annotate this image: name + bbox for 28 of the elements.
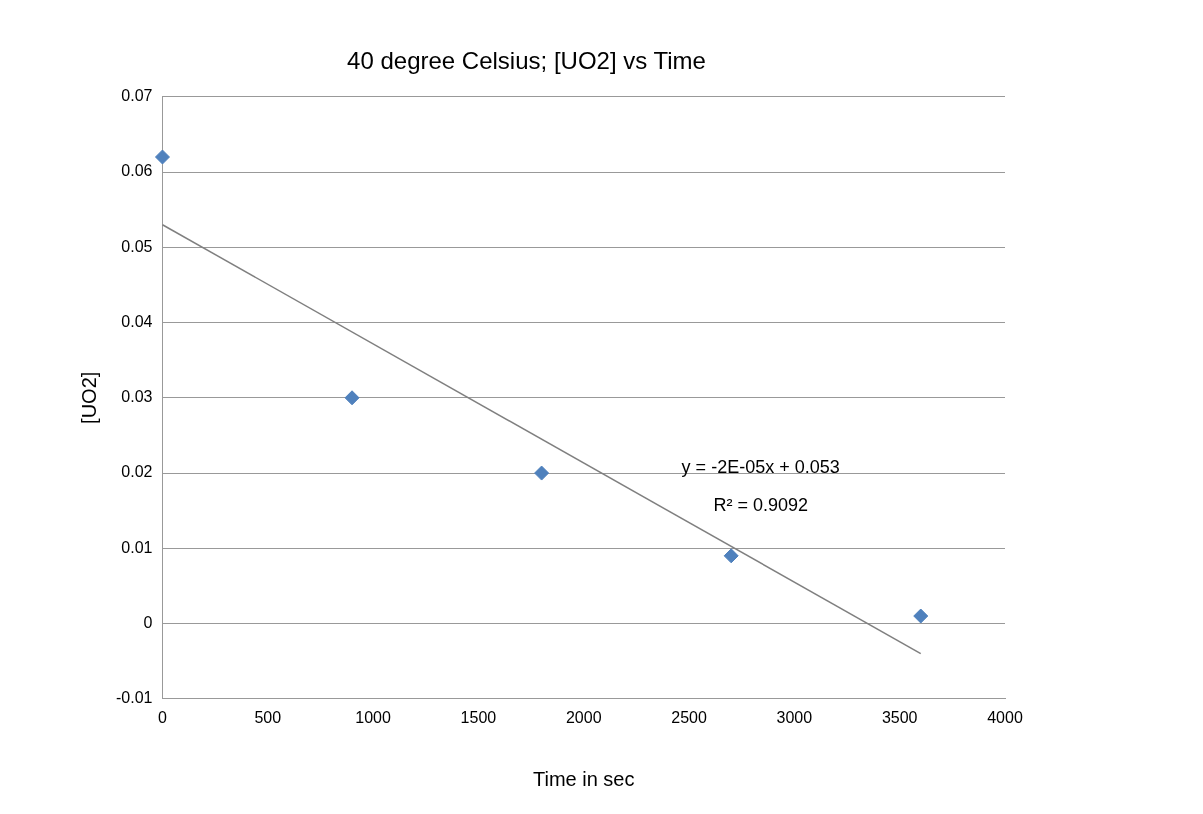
point — [344, 390, 360, 406]
annotation: R² = 0.9092 — [713, 495, 808, 516]
y-axis-title: [UO2] — [77, 371, 100, 424]
y-tick-label: 0.02 — [121, 463, 153, 481]
y-tick-label: 0.05 — [121, 237, 153, 255]
y-tick-label: 0.06 — [121, 162, 153, 180]
y-tick-label: 0 — [143, 613, 153, 631]
point — [534, 465, 550, 481]
y-tick-label: 0.04 — [121, 312, 153, 330]
chart-title: 40 degree Celsius; [UO2] vs Time — [347, 47, 706, 75]
point — [154, 149, 170, 165]
x-tick-label: 2500 — [671, 708, 707, 726]
x-tick-label: 500 — [254, 708, 282, 726]
x-tick-label: 1500 — [460, 708, 497, 726]
point — [913, 608, 929, 624]
annotation: y = -2E-05x + 0.053 — [681, 457, 840, 478]
y-tick-label: -0.01 — [116, 689, 153, 707]
x-tick-label: 1000 — [355, 708, 391, 726]
y-tick-label: 0.01 — [121, 538, 153, 556]
x-tick-label: 3500 — [881, 708, 918, 726]
x-tick-label: 3000 — [776, 708, 813, 726]
x-axis-title: Time in sec — [532, 767, 635, 790]
x-tick-label: 0 — [158, 708, 168, 726]
point — [723, 548, 739, 564]
x-tick-label: 4000 — [987, 708, 1023, 726]
x-tick-label: 2000 — [565, 708, 602, 726]
y-tick-label: 0.07 — [121, 87, 153, 105]
y-tick-label: 0.03 — [121, 388, 153, 406]
